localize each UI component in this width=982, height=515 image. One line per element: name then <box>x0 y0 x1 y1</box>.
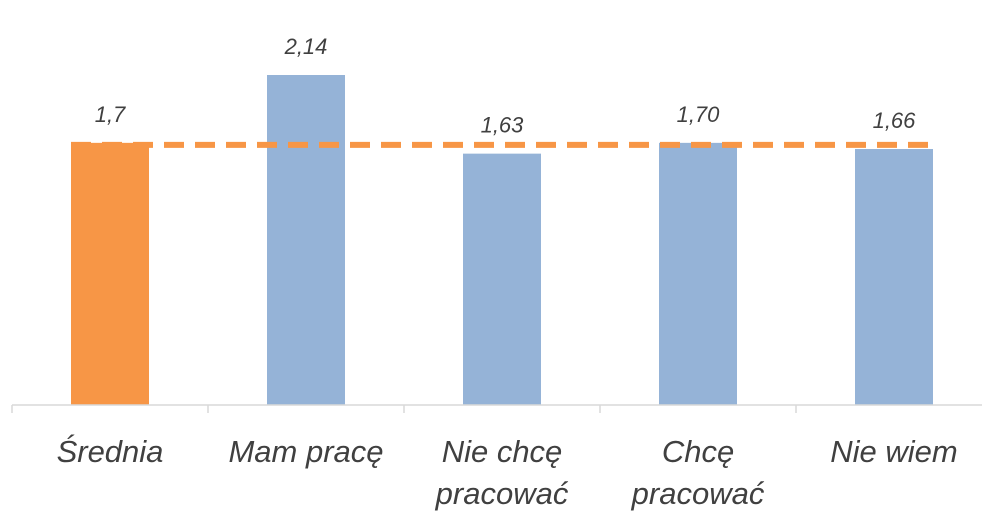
bar-5 <box>855 149 933 405</box>
data-label-1: 1,7 <box>95 102 126 127</box>
bar-3 <box>463 153 541 405</box>
category-label-4: Chcę pracować <box>631 434 765 511</box>
data-labels-group: 1,7 2,14 1,63 1,70 1,66 <box>95 34 916 138</box>
category-labels-group: Średnia Mam pracę Nie chcę pracować Chcę prac… <box>57 433 958 511</box>
data-label-5: 1,66 <box>873 108 917 133</box>
bar-1 <box>71 142 149 405</box>
bar-2 <box>267 75 345 405</box>
category-label-5: Nie wiem <box>830 434 957 469</box>
data-label-3: 1,63 <box>481 113 525 138</box>
bar-4 <box>659 142 737 405</box>
x-axis <box>11 404 982 413</box>
data-label-2: 2,14 <box>284 34 328 59</box>
bars-group <box>71 75 933 405</box>
category-label-1: Średnia <box>57 433 164 469</box>
data-label-4: 1,70 <box>677 102 721 127</box>
category-label-2: Mam pracę <box>228 434 383 469</box>
category-label-3: Nie chcę pracować <box>435 434 569 511</box>
